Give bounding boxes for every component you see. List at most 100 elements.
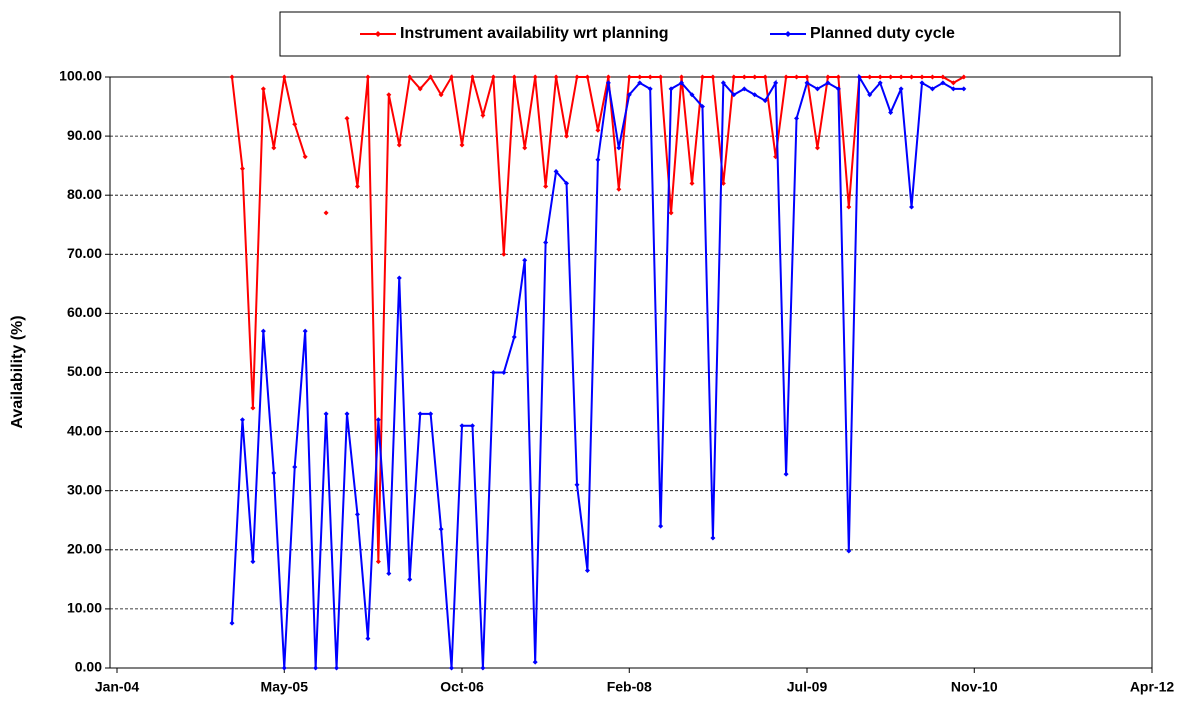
point [909, 204, 915, 210]
point [616, 186, 622, 192]
point [888, 109, 894, 115]
point [940, 74, 946, 80]
point [689, 92, 695, 98]
point [323, 210, 329, 216]
point [428, 411, 434, 417]
point [490, 370, 496, 375]
point [595, 157, 601, 163]
point [239, 417, 245, 423]
point [762, 98, 768, 104]
point [543, 239, 549, 245]
point [553, 169, 559, 175]
legend-label: Instrument availability wrt planning [400, 25, 668, 42]
point [459, 142, 465, 148]
point [731, 74, 737, 80]
point [658, 523, 664, 529]
point [239, 166, 245, 172]
point [543, 183, 549, 189]
y-axis-title: Availability (%) [9, 315, 26, 428]
point [584, 567, 590, 573]
point [804, 74, 810, 80]
point [699, 104, 705, 110]
point [271, 145, 277, 151]
point [814, 86, 820, 92]
point [553, 74, 559, 80]
point [710, 74, 716, 80]
y-tick-label: 40.00 [67, 422, 102, 438]
point [929, 86, 935, 92]
point [919, 74, 925, 80]
point [867, 92, 873, 98]
point [574, 74, 580, 80]
point [940, 80, 946, 86]
x-tick-label: Nov-10 [951, 679, 998, 695]
point [511, 74, 517, 80]
point [344, 411, 350, 417]
point [689, 180, 695, 186]
legend-marker [785, 31, 791, 37]
y-tick-label: 80.00 [67, 186, 102, 202]
point [783, 471, 789, 477]
point [396, 275, 402, 281]
point [835, 86, 841, 92]
point [825, 74, 831, 80]
point [313, 665, 319, 671]
point [898, 74, 904, 80]
point [605, 80, 611, 86]
point [271, 470, 277, 476]
point [961, 86, 967, 92]
point [720, 80, 726, 86]
legend-marker [375, 31, 381, 37]
y-tick-label: 60.00 [67, 304, 102, 320]
point [281, 74, 287, 80]
point [417, 86, 423, 92]
point [616, 145, 622, 151]
point [888, 74, 894, 80]
point [365, 635, 371, 641]
point [752, 74, 758, 80]
x-tick-label: Apr-12 [1130, 679, 1175, 695]
point [407, 74, 413, 80]
point [584, 74, 590, 80]
point [626, 92, 632, 98]
point [950, 86, 956, 92]
point [668, 86, 674, 92]
point [794, 115, 800, 121]
y-tick-label: 20.00 [67, 541, 102, 557]
point [898, 86, 904, 92]
point [961, 74, 967, 80]
point [469, 423, 475, 429]
point [762, 74, 768, 80]
point [741, 86, 747, 92]
point [386, 570, 392, 576]
point [532, 659, 538, 665]
point [710, 535, 716, 541]
point [846, 204, 852, 210]
point [480, 665, 486, 671]
point [595, 127, 601, 133]
point [354, 511, 360, 517]
point [626, 74, 632, 80]
point [679, 74, 685, 80]
point [679, 80, 685, 86]
point [490, 74, 496, 80]
point [229, 620, 235, 626]
point [396, 142, 402, 148]
point [867, 74, 873, 80]
point [720, 180, 726, 186]
y-tick-label: 90.00 [67, 127, 102, 143]
point [323, 411, 329, 417]
point [459, 423, 465, 429]
point [292, 464, 298, 470]
point [438, 526, 444, 532]
x-tick-label: Feb-08 [607, 679, 652, 695]
point [501, 370, 507, 375]
point [375, 559, 381, 565]
legend-label: Planned duty cycle [810, 25, 955, 42]
point [605, 74, 611, 80]
x-tick-label: May-05 [261, 679, 309, 695]
point [637, 74, 643, 80]
point [825, 80, 831, 86]
